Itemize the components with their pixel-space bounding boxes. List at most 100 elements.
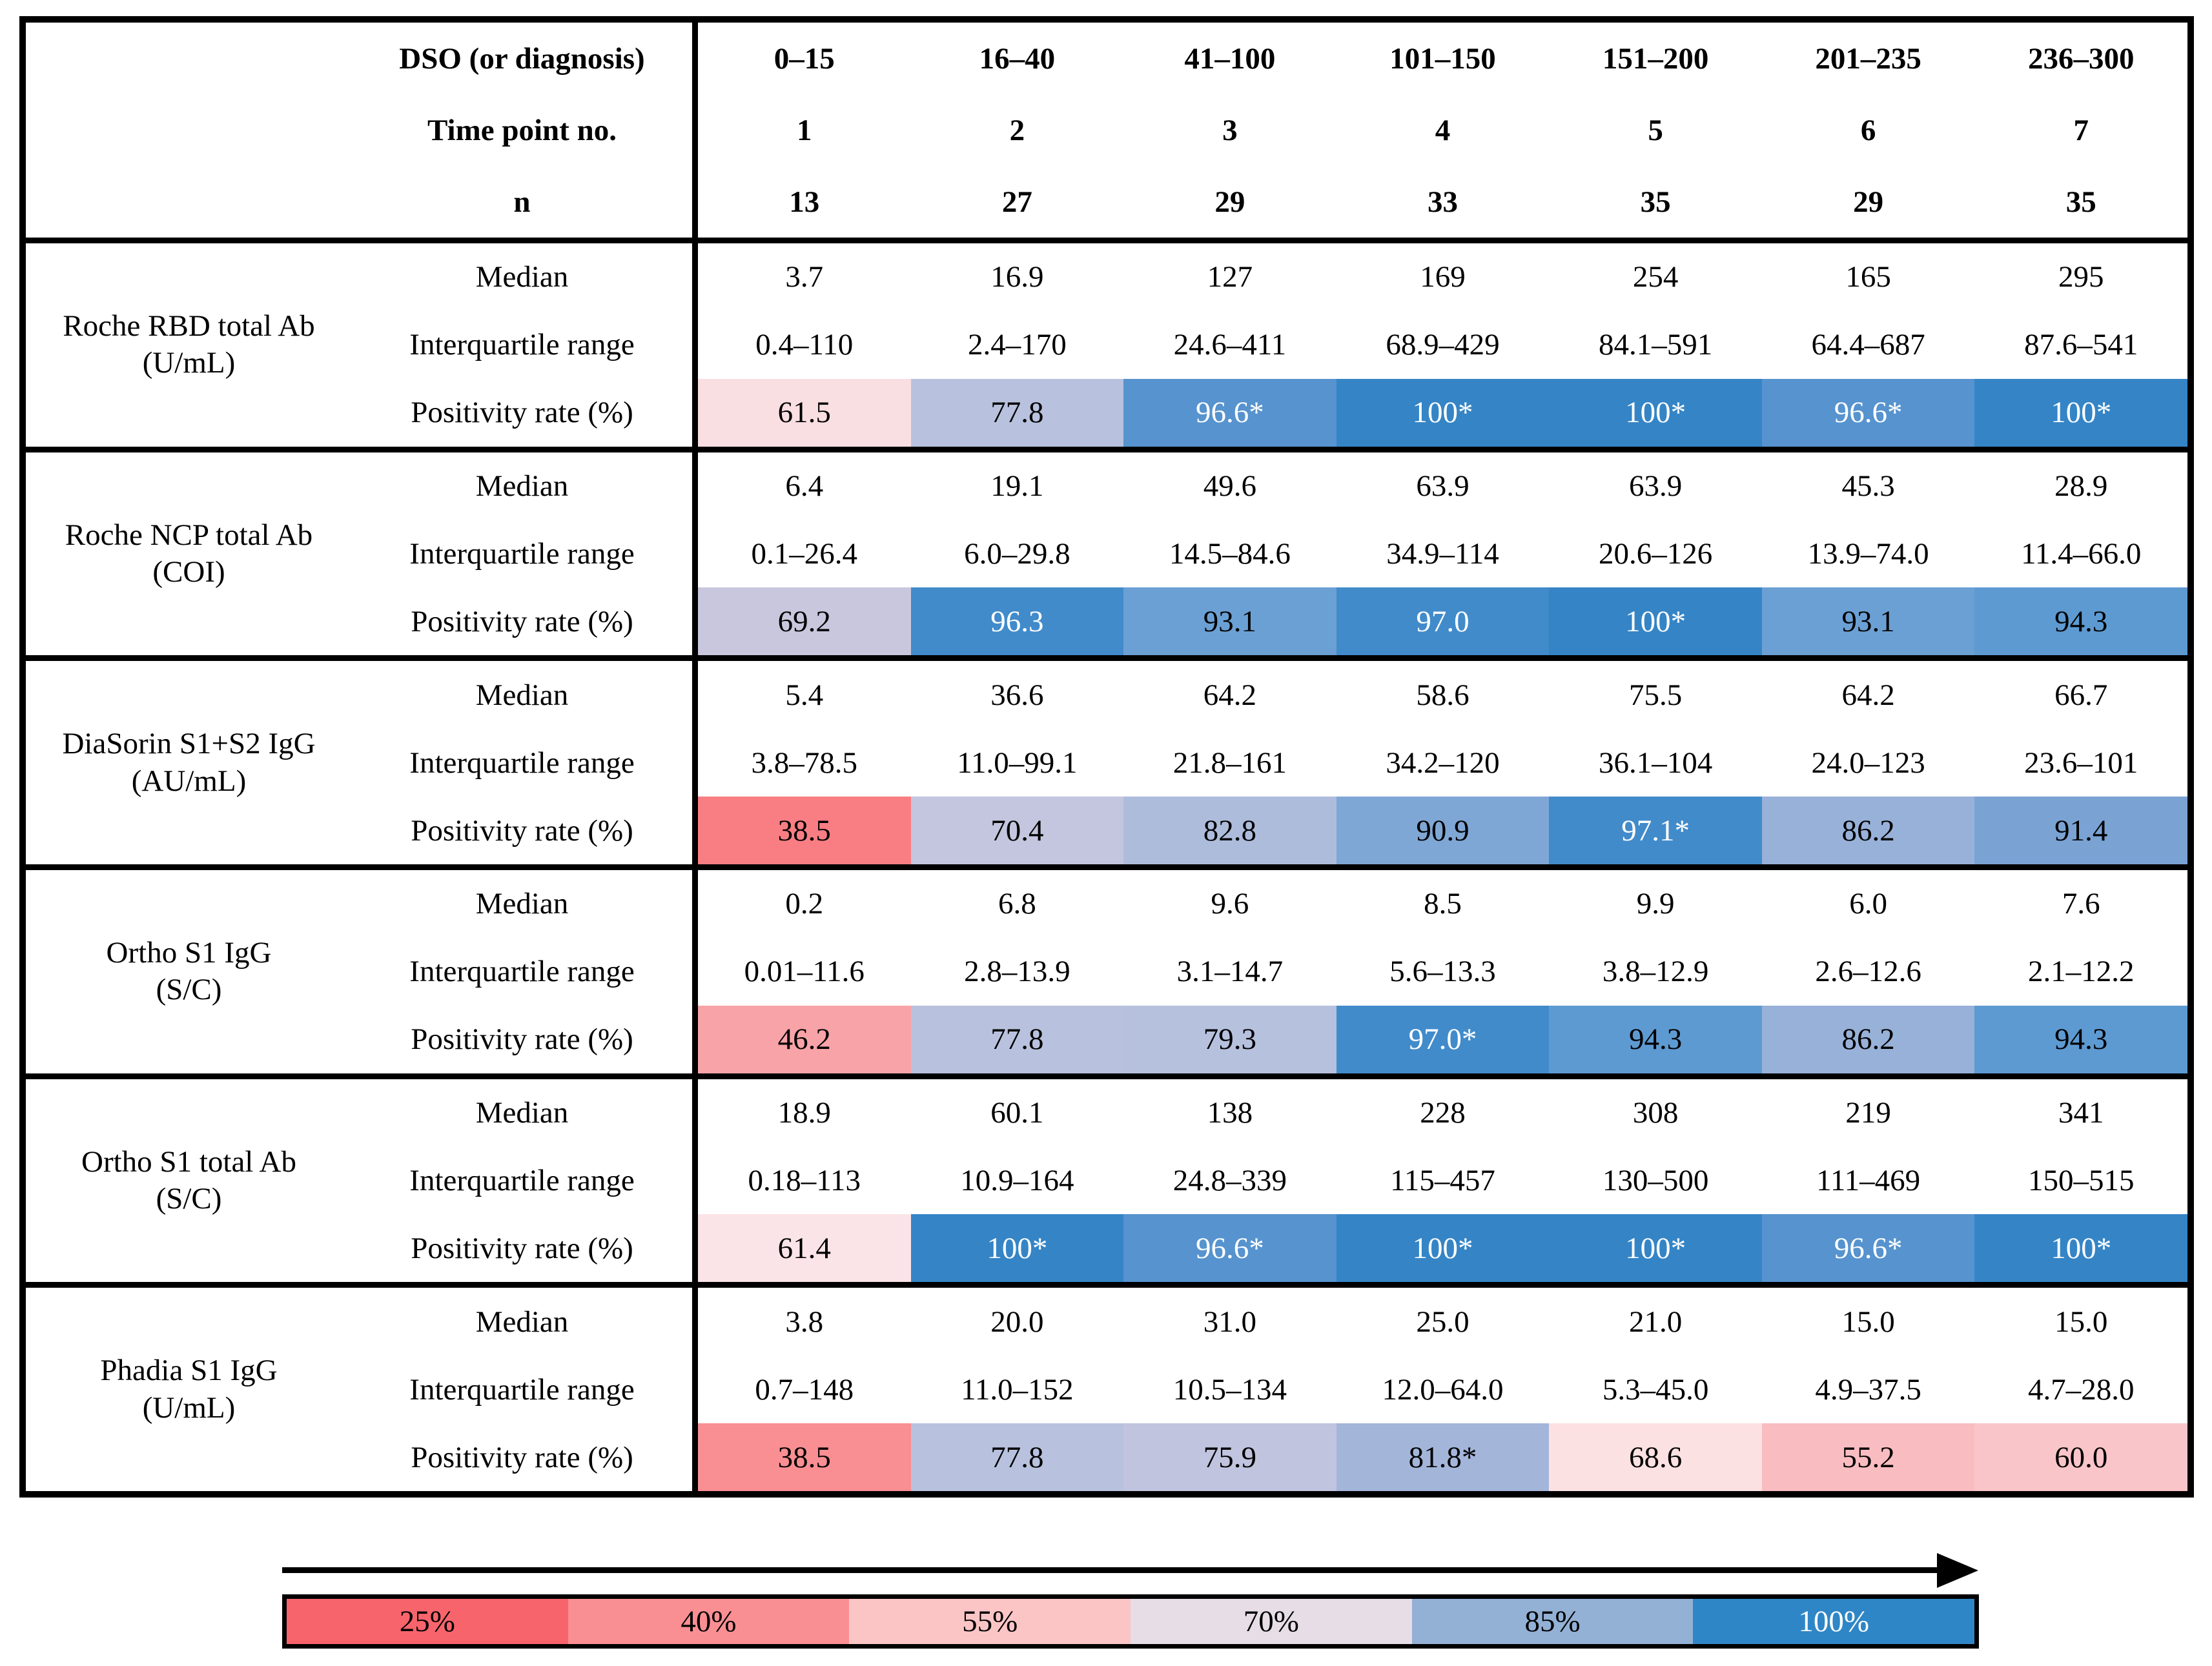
- row-label-median: Median: [475, 1305, 569, 1339]
- median-value: 5.4: [785, 678, 824, 712]
- header-n-value: 29: [1214, 185, 1245, 219]
- positivity-rate-cell: 96.6*: [1761, 1214, 1975, 1283]
- positivity-rate-cell: 81.8*: [1336, 1423, 1550, 1492]
- assay-data-grid: 3.8 20.0 31.0 25.0 21.0 15.0 15.0 0.7–148 11.0–1…: [698, 1288, 2187, 1492]
- header-timepoint-number: 4: [1435, 113, 1451, 147]
- positivity-rate-cell: 96.6*: [1123, 1214, 1336, 1283]
- positivity-rate-cell: 94.3: [1549, 1005, 1762, 1073]
- row-label-median: Median: [475, 260, 569, 294]
- iqr-value: 11.0–152: [961, 1372, 1074, 1407]
- header-dso-range: 16–40: [979, 41, 1056, 76]
- median-value: 63.9: [1628, 469, 1683, 503]
- row-label-iqr: Interquartile range: [409, 537, 635, 571]
- iqr-value: 10.9–164: [960, 1164, 1074, 1198]
- iqr-value: 23.6–101: [2024, 746, 2138, 780]
- iqr-value: 20.6–126: [1598, 537, 1713, 571]
- positivity-rate-cell: 38.5: [698, 797, 911, 865]
- positivity-rate-cell: 96.6*: [1761, 378, 1975, 447]
- median-value: 21.0: [1628, 1305, 1683, 1339]
- assay-name: DiaSorin S1+S2 IgG (AU/mL): [62, 727, 316, 798]
- positivity-rate-cell: 100*: [1974, 378, 2187, 447]
- positivity-rate-cell: 93.1: [1761, 587, 1975, 656]
- iqr-value: 84.1–591: [1598, 328, 1713, 362]
- assay-group-row: Roche NCP total Ab (COI) Median Interquarti…: [26, 446, 2187, 656]
- iqr-value: 64.4–687: [1811, 328, 1925, 362]
- median-value: 20.0: [990, 1305, 1044, 1339]
- header-timepoint-number: 6: [1860, 113, 1876, 147]
- legend-arrow-line: [282, 1567, 1939, 1573]
- assay-group-row: DiaSorin S1+S2 IgG (AU/mL) Median Interquar…: [26, 655, 2187, 865]
- row-label-positivity: Positivity rate (%): [411, 604, 633, 638]
- header-label-spacer: [26, 23, 352, 238]
- iqr-value: 2.1–12.2: [2027, 955, 2135, 989]
- row-label-median: Median: [475, 678, 569, 712]
- positivity-rate-cell: 77.8: [910, 1423, 1124, 1492]
- median-value: 64.2: [1841, 678, 1895, 712]
- assay-name: Ortho S1 IgG (S/C): [106, 936, 272, 1007]
- header-n-value: 13: [789, 185, 820, 219]
- header-dso-range: 101–150: [1389, 41, 1496, 76]
- header-dso-range: 41–100: [1184, 41, 1276, 76]
- legend-segment: 85%: [1411, 1599, 1694, 1644]
- median-value: 58.6: [1416, 678, 1470, 712]
- median-value: 15.0: [1841, 1305, 1895, 1339]
- header-n-value: 29: [1853, 185, 1884, 219]
- median-value: 18.9: [777, 1096, 831, 1130]
- iqr-value: 0.7–148: [755, 1372, 854, 1407]
- assay-label-column: DiaSorin S1+S2 IgG (AU/mL) Median Interquar…: [26, 661, 698, 865]
- positivity-rate-cell: 94.3: [1974, 587, 2187, 656]
- iqr-value: 6.0–29.8: [964, 537, 1070, 571]
- assay-data-grid: 3.7 16.9 127 169 254 165 295 0.4–110 2.4–170 24.6…: [698, 243, 2187, 447]
- positivity-rate-cell: 61.4: [698, 1214, 911, 1283]
- assay-label-column: Roche RBD total Ab (U/mL) Median Interquart…: [26, 243, 698, 447]
- positivity-rate-cell: 97.0*: [1336, 1005, 1550, 1073]
- median-value: 228: [1420, 1096, 1466, 1130]
- iqr-value: 4.7–28.0: [2027, 1372, 2135, 1407]
- positivity-rate-cell: 86.2: [1761, 797, 1975, 865]
- median-value: 64.2: [1203, 678, 1257, 712]
- iqr-value: 24.8–339: [1173, 1164, 1287, 1198]
- positivity-rate-cell: 82.8: [1123, 797, 1336, 865]
- median-value: 16.9: [990, 260, 1044, 294]
- median-value: 127: [1207, 260, 1253, 294]
- row-label-iqr: Interquartile range: [409, 328, 635, 362]
- iqr-value: 0.01–11.6: [744, 955, 865, 989]
- legend-segment: 40%: [568, 1599, 850, 1644]
- header-timepoint-number: 2: [1009, 113, 1025, 147]
- positivity-rate-cell: 79.3: [1123, 1005, 1336, 1073]
- iqr-value: 4.9–37.5: [1815, 1372, 1921, 1407]
- median-value: 6.0: [1849, 887, 1887, 921]
- assay-group-row: Phadia S1 IgG (U/mL) Median Interquartile r…: [26, 1282, 2187, 1492]
- median-value: 7.6: [2062, 887, 2100, 921]
- iqr-value: 11.0–99.1: [957, 746, 1078, 780]
- header-n-value: 35: [1640, 185, 1671, 219]
- positivity-rate-cell: 68.6: [1549, 1423, 1762, 1492]
- header-label-dso: DSO (or diagnosis): [399, 41, 645, 76]
- median-value: 63.9: [1416, 469, 1470, 503]
- iqr-value: 24.6–411: [1173, 328, 1287, 362]
- iqr-value: 0.1–26.4: [751, 537, 858, 571]
- positivity-rate-cell: 94.3: [1974, 1005, 2187, 1073]
- iqr-value: 0.18–113: [748, 1164, 861, 1198]
- median-value: 3.7: [785, 260, 824, 294]
- iqr-value: 10.5–134: [1173, 1372, 1287, 1407]
- header-dso-range: 236–300: [2027, 41, 2135, 76]
- iqr-value: 5.3–45.0: [1602, 1372, 1709, 1407]
- legend-segment: 100%: [1693, 1599, 1975, 1644]
- assay-data-grid: 5.4 36.6 64.2 58.6 75.5 64.2 66.7 3.8–78.5 11.0–…: [698, 661, 2187, 865]
- positivity-rate-cell: 100*: [1549, 1214, 1762, 1283]
- median-value: 36.6: [990, 678, 1044, 712]
- median-value: 9.9: [1636, 887, 1675, 921]
- positivity-rate-cell: 70.4: [910, 797, 1124, 865]
- iqr-value: 2.6–12.6: [1815, 955, 1921, 989]
- median-value: 25.0: [1416, 1305, 1470, 1339]
- median-value: 165: [1845, 260, 1891, 294]
- assay-name: Roche RBD total Ab (U/mL): [63, 309, 315, 380]
- median-value: 15.0: [2054, 1305, 2108, 1339]
- header-dso-range: 151–200: [1602, 41, 1709, 76]
- table-header-section: DSO (or diagnosis) Time point no. n 0–15…: [26, 23, 2187, 238]
- median-value: 341: [2058, 1096, 2104, 1130]
- iqr-value: 87.6–541: [2024, 328, 2138, 362]
- positivity-rate-cell: 38.5: [698, 1423, 911, 1492]
- legend-segment: 70%: [1131, 1599, 1412, 1644]
